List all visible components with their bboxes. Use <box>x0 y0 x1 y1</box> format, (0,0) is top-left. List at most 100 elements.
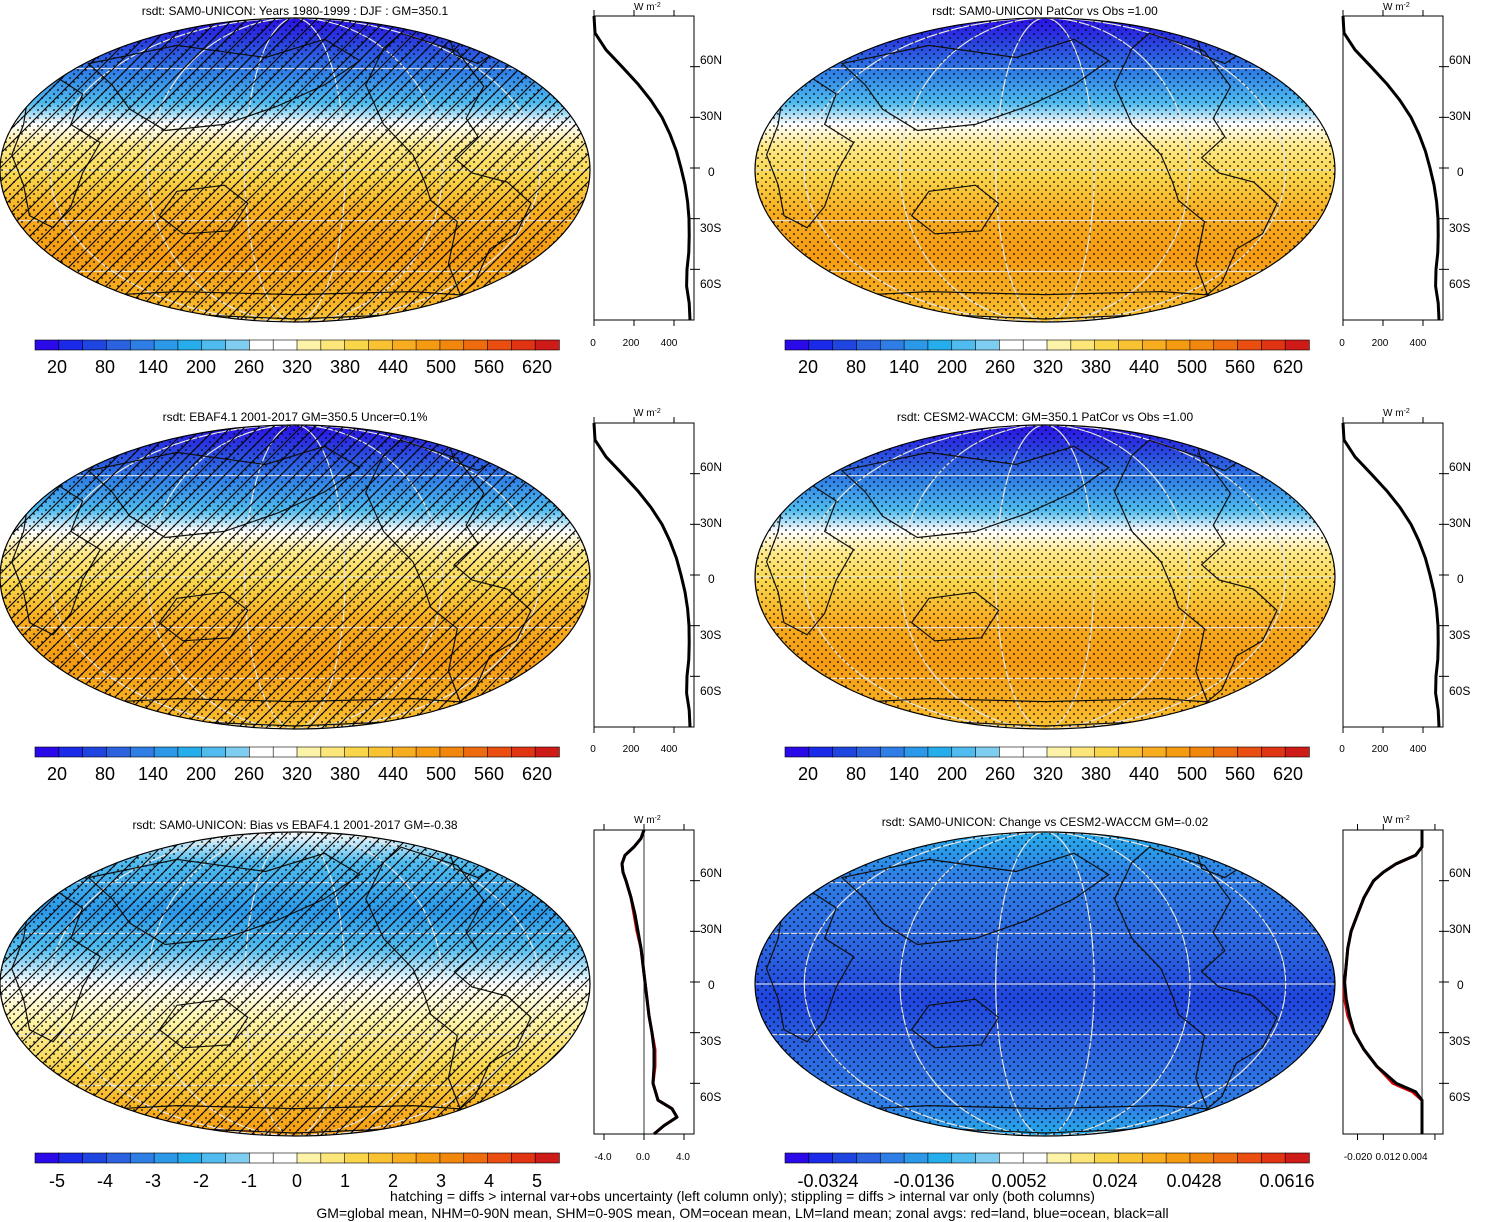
colorbar-swatch <box>415 746 441 758</box>
colorbar-swatch <box>225 1152 251 1164</box>
colorbar-swatch <box>975 746 1001 758</box>
colorbar-swatch <box>1141 339 1167 351</box>
colorbar-swatch <box>1165 339 1191 351</box>
stippling-overlay <box>0 425 590 729</box>
panel-4-lat-label: 30S <box>1449 628 1470 642</box>
colorbar-swatch <box>534 746 560 758</box>
panel-5-cbar-label: -3 <box>145 1171 161 1191</box>
colorbar-swatch <box>975 1152 1001 1164</box>
colorbar-swatch <box>1141 1152 1167 1164</box>
panel-3-cbar-label: 320 <box>282 764 312 784</box>
panel-2-colorbar <box>784 339 1310 351</box>
panel-6-map <box>754 831 1336 1137</box>
panel-4-zonal-plot <box>1341 417 1449 733</box>
panel-2-cbar-label: 140 <box>889 357 919 377</box>
panel-2-cbar-label: 260 <box>985 357 1015 377</box>
panel-6-lat-label: 60S <box>1449 1090 1470 1104</box>
colorbar-swatch <box>296 339 322 351</box>
colorbar-swatch <box>975 339 1001 351</box>
colorbar-swatch <box>1189 746 1215 758</box>
colorbar-swatch <box>177 339 203 351</box>
panel-1-lat-label: 0 <box>708 165 715 179</box>
panel-2-cbar-label: 440 <box>1129 357 1159 377</box>
panel-1-cbar-label: 320 <box>282 357 312 377</box>
panel-3-cbar-label: 200 <box>186 764 216 784</box>
panel-3-cbar-label: 380 <box>330 764 360 784</box>
panel-1-cbar-label: 500 <box>426 357 456 377</box>
colorbar-swatch <box>832 1152 858 1164</box>
colorbar-swatch <box>58 746 84 758</box>
colorbar-swatch <box>856 1152 881 1164</box>
panel-3-cbar-label: 260 <box>234 764 264 784</box>
colorbar-swatch <box>1094 1152 1120 1164</box>
panel-5-lat-label: 0 <box>708 978 715 992</box>
colorbar-swatch <box>1284 339 1310 351</box>
colorbar-swatch <box>344 746 370 758</box>
colorbar-swatch <box>1165 1152 1191 1164</box>
panel-1-x-tick-label: 200 <box>623 338 640 349</box>
panel-4-cbar-label: 620 <box>1273 764 1303 784</box>
colorbar-swatch <box>344 1152 370 1164</box>
colorbar-swatch <box>808 339 834 351</box>
colorbar-swatch <box>1284 746 1310 758</box>
colorbar-swatch <box>201 339 227 351</box>
zonal-frame <box>1342 15 1444 321</box>
colorbar-swatch <box>784 746 810 758</box>
colorbar-swatch <box>439 339 465 351</box>
colorbar-swatch <box>1046 1152 1072 1164</box>
panel-5-zonal-plot <box>593 824 700 1140</box>
stippling-overlay <box>755 425 1335 729</box>
colorbar-swatch <box>106 746 131 758</box>
panel-2-x-tick-label: 0 <box>1339 338 1345 349</box>
panel-1-lat-label: 60N <box>700 53 722 67</box>
panel-4-cbar-label: 440 <box>1129 764 1159 784</box>
panel-1-colorbar <box>34 339 560 351</box>
colorbar-swatch <box>463 339 489 351</box>
panel-3-x-tick-label: 200 <box>623 744 640 755</box>
panel-4-x-tick-label: 400 <box>1410 744 1427 755</box>
panel-5-cbar-label: 4 <box>484 1171 494 1191</box>
colorbar-swatch <box>1189 339 1215 351</box>
colorbar-swatch <box>177 1152 203 1164</box>
panel-2-lat-label: 30S <box>1449 221 1470 235</box>
colorbar-swatch <box>415 339 441 351</box>
colorbar-swatch <box>368 339 393 351</box>
colorbar-swatch <box>391 1152 417 1164</box>
colorbar-swatch <box>82 746 108 758</box>
panel-3-lat-label: 60S <box>700 684 721 698</box>
panel-5-colorbar <box>34 1152 560 1164</box>
colorbar-swatch <box>201 746 227 758</box>
panel-6-cbar-label: 0.0052 <box>991 1171 1046 1191</box>
map-outline <box>0 831 591 1137</box>
stippling-overlay <box>755 832 1335 1136</box>
panel-4-lat-label: 30N <box>1449 516 1471 530</box>
stippling-overlay <box>0 832 590 1136</box>
panel-6-lat-label: 30N <box>1449 922 1471 936</box>
panel-6-cbar-label: 0.0616 <box>1259 1171 1314 1191</box>
panel-4-cbar-label: 500 <box>1177 764 1207 784</box>
panel-3-cbar-label: 80 <box>95 764 115 784</box>
panel-4-cbar-label: 380 <box>1081 764 1111 784</box>
colorbar-swatch <box>832 746 858 758</box>
map-body <box>0 18 590 322</box>
colorbar-swatch <box>153 746 179 758</box>
panel-4-map <box>754 424 1336 730</box>
panel-3-cbar-label: 20 <box>47 764 67 784</box>
panel-2-cbar-label: 620 <box>1273 357 1303 377</box>
zonal-frame <box>593 422 695 728</box>
colorbar-swatch <box>439 746 465 758</box>
panel-6-title: rsdt: SAM0-UNICON: Change vs CESM2-WACCM… <box>882 815 1209 829</box>
colorbar-swatch <box>129 1152 155 1164</box>
panel-3-lat-label: 0 <box>708 572 715 586</box>
panel-2-cbar-label: 560 <box>1225 357 1255 377</box>
panel-3: rsdt: EBAF4.1 2001-2017 GM=350.5 Uncer=0… <box>0 408 722 784</box>
panel-3-lat-label: 30S <box>700 628 721 642</box>
zonal-line-all <box>592 422 692 728</box>
panel-4-lat-label: 60N <box>1449 460 1471 474</box>
colorbar-swatch <box>784 1152 810 1164</box>
panel-1-lat-label: 30N <box>700 109 722 123</box>
panel-5-lat-label: 30S <box>700 1034 721 1048</box>
panel-5-cbar-label: -5 <box>49 1171 65 1191</box>
colorbar-swatch <box>879 339 905 351</box>
colorbar-swatch <box>249 1152 274 1164</box>
